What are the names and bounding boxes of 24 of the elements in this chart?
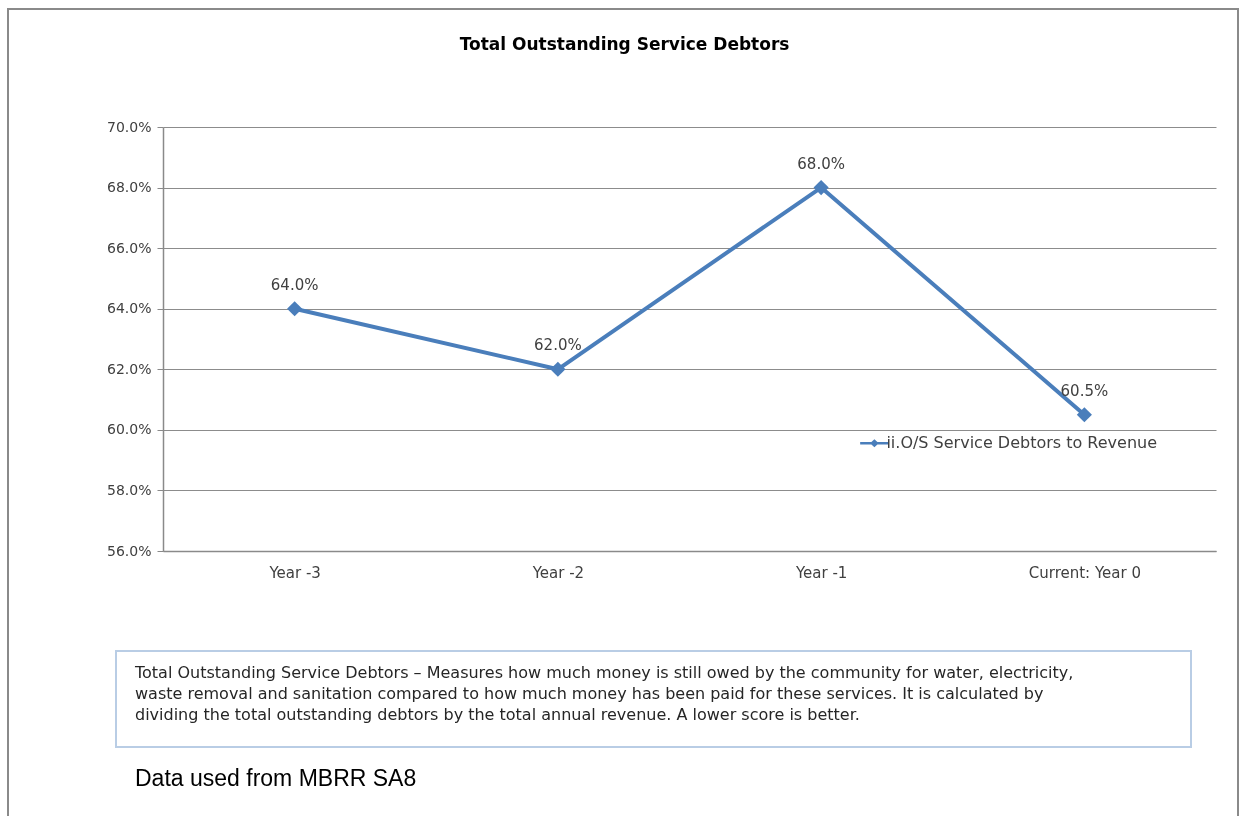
x-tick-label: Year -1: [794, 563, 848, 582]
data-label: 68.0%: [797, 154, 845, 173]
data-label: 64.0%: [270, 275, 319, 294]
x-tick-label: Current: Year 0: [1028, 563, 1141, 582]
y-tick-label: 68.0%: [107, 179, 152, 196]
legend-label: ii.O/S Service Debtors to Revenue: [886, 433, 1158, 453]
note-box: Total Outstanding Service Debtors – Measures how much money is still owed by the community for water, electricity, waste removal and sanitation compared to how much money has been paid for these services. It is calculated by dividing the total outstanding debtors by the total annual revenue. A lower score is better.: [115, 650, 1192, 748]
y-tick-label: 64.0%: [107, 300, 152, 317]
y-tick-label: 62.0%: [107, 360, 152, 377]
point: [550, 361, 566, 377]
y-tick-label: 66.0%: [107, 239, 152, 256]
point: [813, 179, 829, 196]
point: [1076, 407, 1092, 423]
x-tick-label: Year -2: [531, 563, 585, 582]
y-tick-label: 60.0%: [107, 421, 152, 438]
text: Data used from MBRR SA8: [135, 765, 417, 792]
x-tick-label: Year -3: [268, 563, 321, 582]
y-tick-label: 70.0%: [107, 118, 152, 135]
y-tick-label: 56.0%: [107, 542, 152, 559]
chart-title: Total Outstanding Service Debtors: [459, 34, 790, 54]
data-label: 60.5%: [1060, 381, 1109, 400]
y-tick-label: 58.0%: [107, 481, 152, 498]
data-label: 62.0%: [534, 336, 582, 355]
point: [287, 301, 303, 317]
